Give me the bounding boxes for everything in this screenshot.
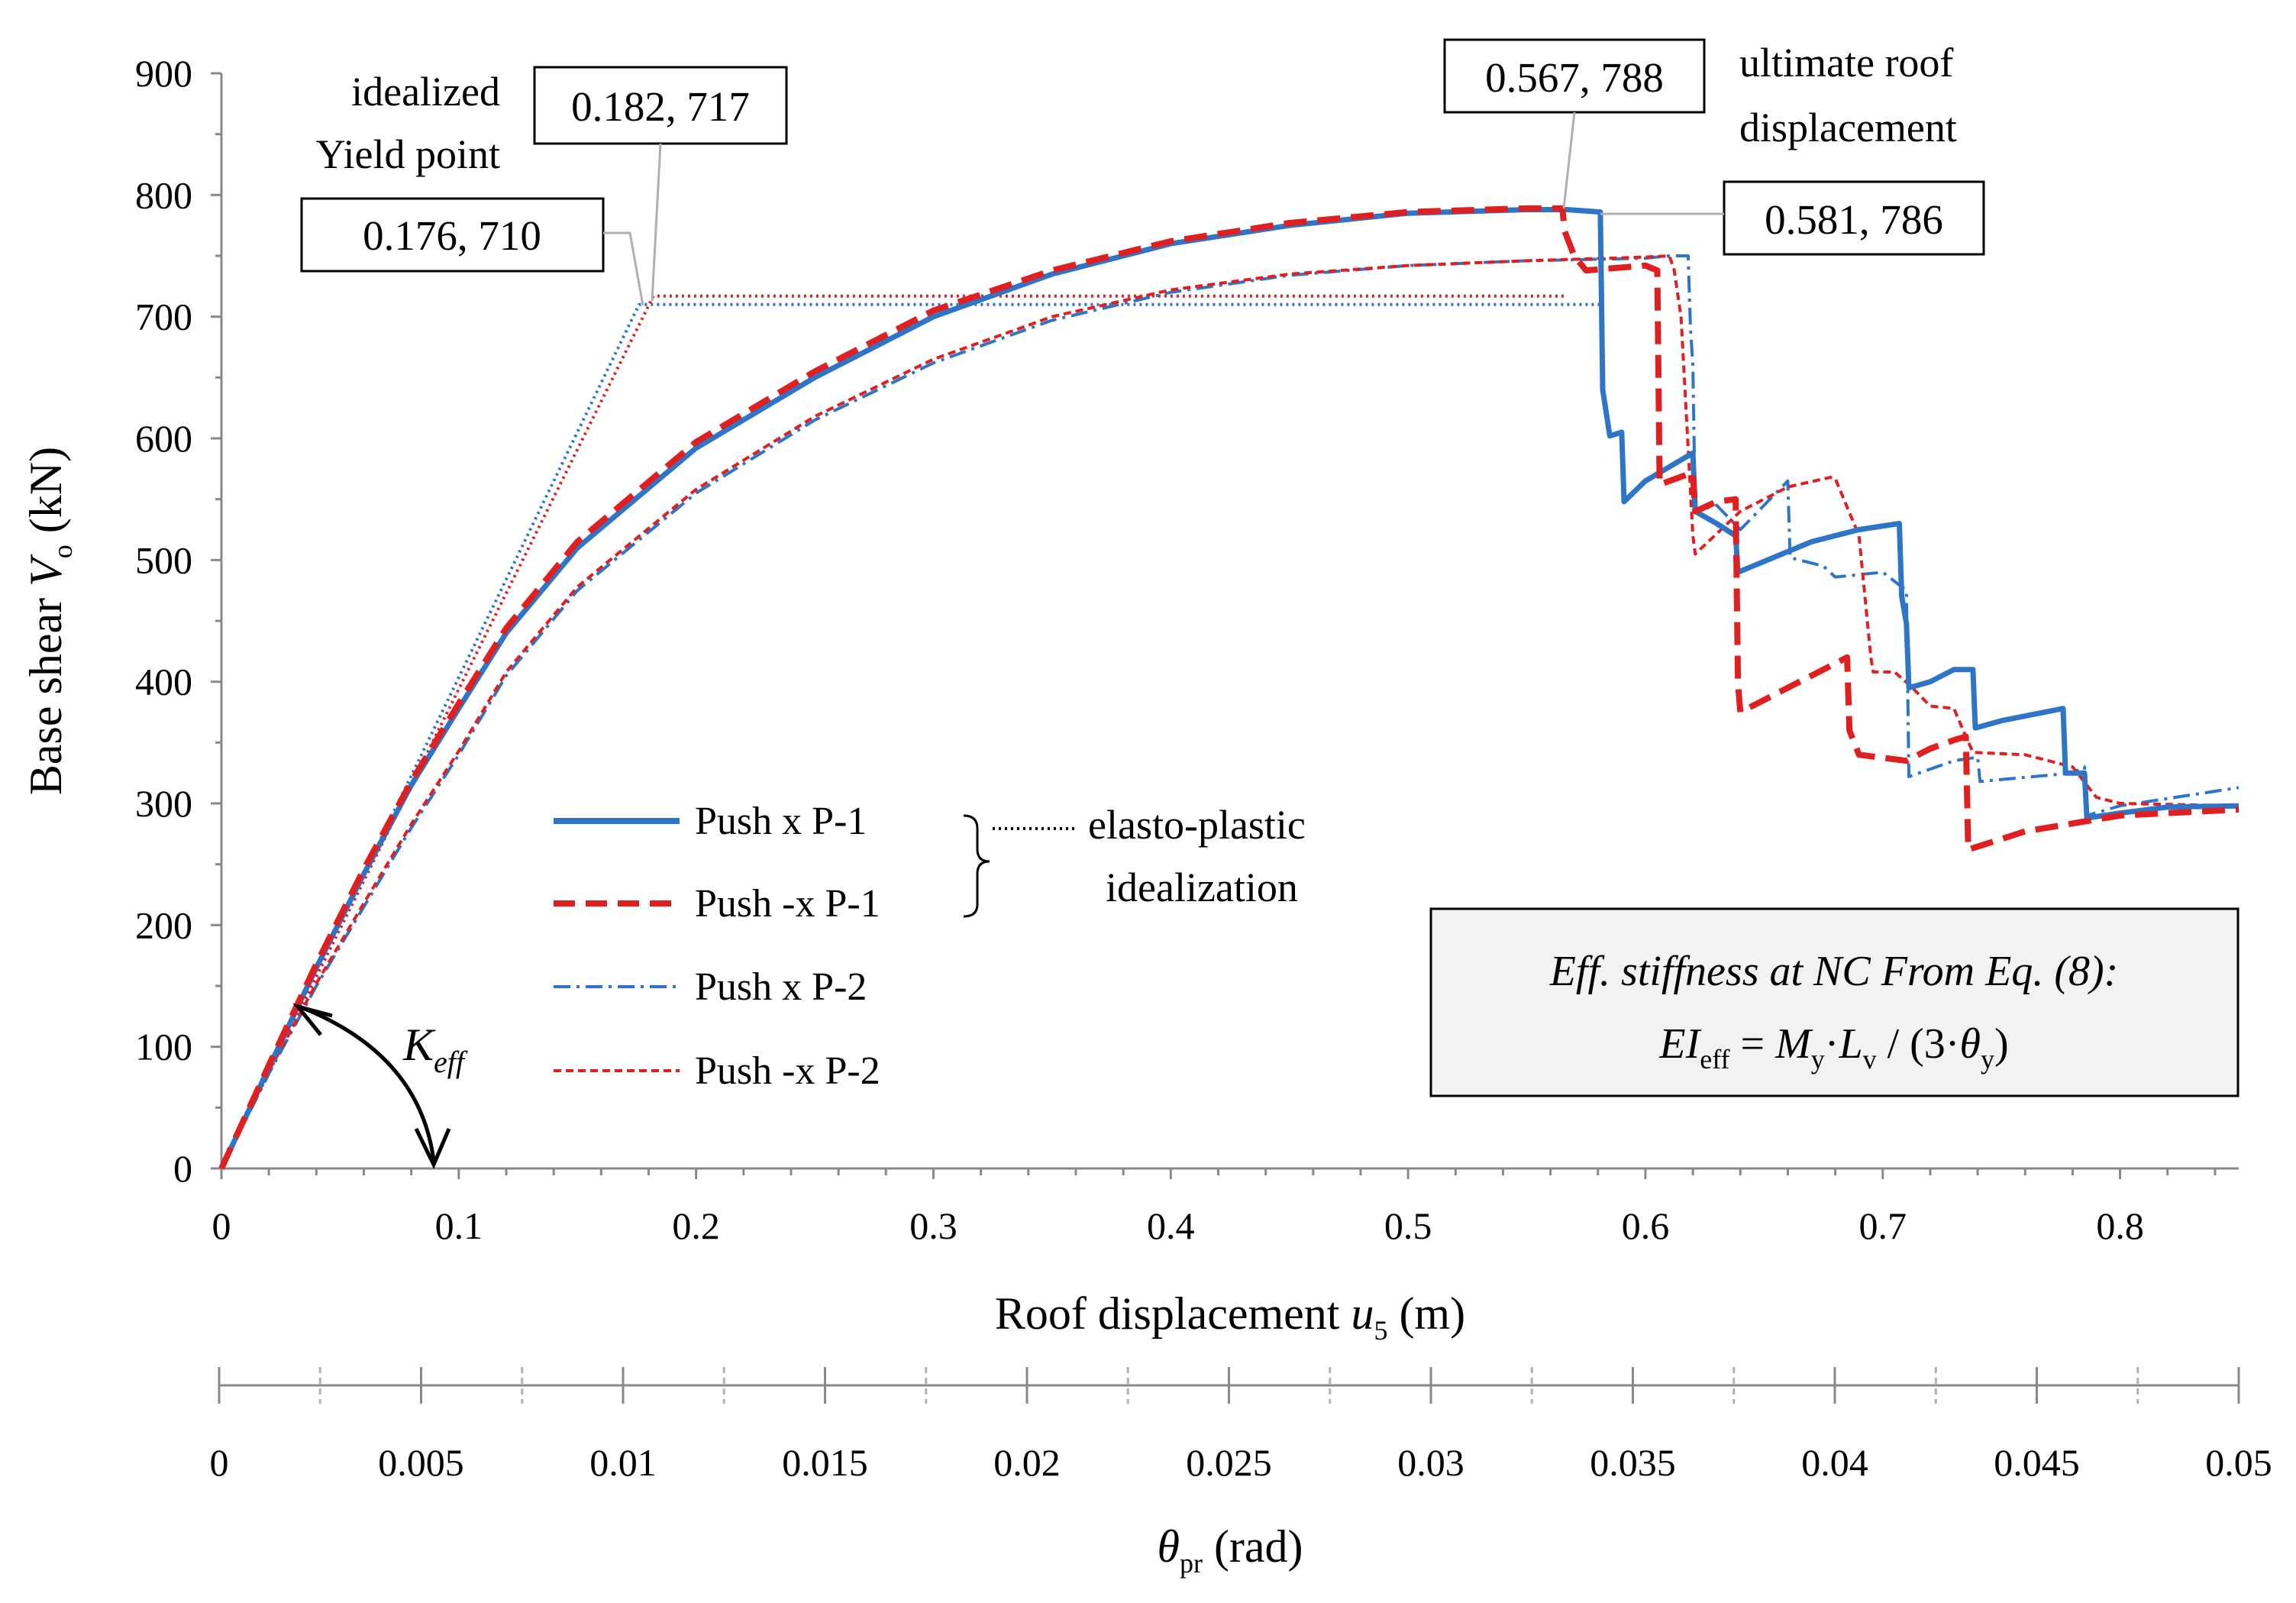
x-tick-label: 0.4 <box>1147 1204 1195 1247</box>
x-tick-label: 0.1 <box>435 1204 483 1247</box>
secondary-axis: 0 0.005 0.01 0.015 0.02 0.025 0.03 0.035 0.04 0.0… <box>210 1367 2272 1484</box>
x-axis-title: Roof displacement u5 (m) <box>995 1288 1465 1346</box>
x-tick-label: 0.3 <box>909 1204 957 1247</box>
box-0176-710: 0.176, 710 <box>300 197 605 273</box>
legend-item-push-x-p1: Push x P-1 <box>554 800 867 843</box>
legend-item-push-neg-x-p2: Push -x P-2 <box>554 1049 880 1093</box>
legend-bracket-line1: elasto-plastic <box>1088 802 1306 848</box>
ultimate-label-line2: displacement <box>1739 105 1957 150</box>
y-tick-label: 400 <box>135 661 192 703</box>
svg-text:Push x P-1: Push x P-1 <box>695 800 867 843</box>
yield-label-line2: Yield point <box>316 131 501 177</box>
box-0567-788: 0.567, 788 <box>1443 38 1706 114</box>
secondary-tick-label: 0 <box>210 1441 229 1484</box>
y-tick-label: 500 <box>135 538 192 581</box>
secondary-tick-label: 0.01 <box>589 1441 657 1484</box>
y-axis-title: Base shear Vo (kN) <box>21 447 78 795</box>
leader-0176 <box>603 231 644 306</box>
legend: Push x P-1 Push -x P-1 Push x P-2 Push -… <box>554 800 1306 1093</box>
stiffness-note-line1: Eff. stiffness at NC From Eq. (8): <box>1549 948 2119 995</box>
secondary-tick-label: 0.05 <box>2205 1441 2272 1484</box>
x-tick-label: 0.5 <box>1384 1204 1432 1247</box>
y-tick-label: 700 <box>135 296 192 338</box>
svg-text:0.567, 788: 0.567, 788 <box>1485 54 1664 101</box>
keff-label: Keff <box>402 1020 468 1079</box>
legend-item-push-neg-x-p1: Push -x P-1 <box>554 882 880 926</box>
y-tick-label: 300 <box>135 782 192 825</box>
leader-0182 <box>651 143 662 302</box>
secondary-axis-title: θpr (rad) <box>1157 1521 1303 1579</box>
box-0182-717: 0.182, 717 <box>533 66 788 145</box>
x-ticks: 0 0.1 0.2 0.3 0.4 0.5 0.6 0.7 0.8 <box>212 1168 2217 1247</box>
secondary-tick-label: 0.02 <box>993 1441 1061 1484</box>
series-push-x-p-2 <box>220 254 2239 1169</box>
keff-arc <box>299 1004 436 1162</box>
y-tick-label: 200 <box>135 903 192 946</box>
x-tick-label: 0.6 <box>1622 1204 1670 1247</box>
y-tick-label: 600 <box>135 417 192 460</box>
keff-arrowhead-top <box>292 1003 333 1036</box>
stiffness-note: Eff. stiffness at NC From Eq. (8): EIeff… <box>1429 907 2239 1097</box>
yield-label-line1: idealized <box>351 69 500 115</box>
stiffness-note-line2: EIeff = My·Lv / (3·θy) <box>1658 1020 2008 1075</box>
ultimate-label-line1: ultimate roof <box>1739 40 1953 86</box>
secondary-tick-label: 0.005 <box>378 1441 464 1484</box>
leader-0567 <box>1562 111 1576 209</box>
svg-text:0.176, 710: 0.176, 710 <box>363 212 541 259</box>
y-ticks: 0 100 200 300 400 500 600 700 800 900 <box>135 52 221 1190</box>
legend-bracket-line2: idealization <box>1106 865 1298 910</box>
x-tick-label: 0.7 <box>1859 1204 1907 1247</box>
x-tick-label: 0 <box>212 1204 231 1247</box>
secondary-tick-label: 0.035 <box>1590 1441 1676 1484</box>
series-push-x-p-1 <box>218 207 2239 1170</box>
y-tick-label: 0 <box>173 1147 192 1190</box>
legend-item-push-x-p2: Push x P-2 <box>554 965 867 1009</box>
svg-text:Push -x P-2: Push -x P-2 <box>695 1049 880 1093</box>
secondary-tick-label: 0.015 <box>782 1441 868 1484</box>
secondary-tick-label: 0.03 <box>1397 1441 1464 1484</box>
x-tick-label: 0.8 <box>2096 1204 2144 1247</box>
x-tick-label: 0.2 <box>672 1204 720 1247</box>
secondary-tick-label: 0.04 <box>1801 1441 1868 1484</box>
series-push-x-p-2 <box>220 254 2239 1169</box>
svg-text:0.581, 786: 0.581, 786 <box>1765 196 1943 243</box>
series-layer <box>218 205 2239 1170</box>
box-0581-786: 0.581, 786 <box>1723 180 1985 256</box>
legend-bracket <box>963 814 990 918</box>
stiffness-note-box <box>1429 907 2239 1097</box>
y-tick-label: 800 <box>135 173 192 216</box>
y-tick-label: 900 <box>135 52 192 95</box>
svg-text:0.182, 717: 0.182, 717 <box>571 83 750 130</box>
svg-text:Push -x P-1: Push -x P-1 <box>695 882 880 926</box>
secondary-tick-label: 0.025 <box>1186 1441 1272 1484</box>
y-tick-label: 100 <box>135 1026 192 1068</box>
series-push-x-p-1 <box>218 205 2239 1170</box>
keff-arrowhead-bottom <box>414 1127 451 1170</box>
svg-text:Push x P-2: Push x P-2 <box>695 965 867 1009</box>
secondary-tick-label: 0.045 <box>1994 1441 2080 1484</box>
